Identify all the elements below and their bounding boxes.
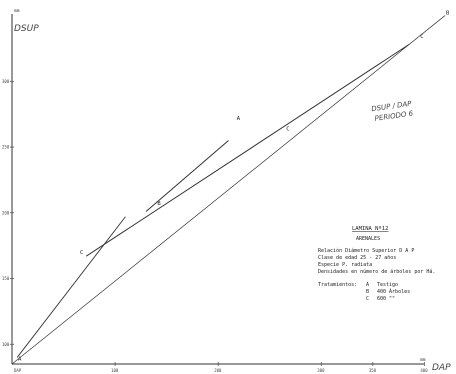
y-tick-label: 100 — [2, 342, 10, 347]
x-unit-label: mm — [420, 358, 426, 363]
x-ticks: DAP 100 200 300 350 400 — [14, 362, 428, 373]
series-line-diagonal — [11, 15, 446, 365]
info-title: LAMINA Nº12 — [352, 225, 388, 232]
treatment-a-desc: Testigo — [377, 282, 398, 288]
treatment-c-desc: 600 "" — [377, 296, 395, 302]
y-ticks: 100 150 200 250 300 — [2, 79, 14, 347]
treatment-b-code: B — [366, 289, 369, 295]
y-tick-label: 250 — [2, 145, 10, 150]
info-line-1: Relación Diámetro Superior D A P — [318, 247, 414, 254]
x-axis-title: DAP — [432, 363, 451, 373]
x-tick-label: DAP — [14, 368, 22, 373]
curve-label: C — [286, 126, 289, 132]
info-location: ARENALES — [356, 236, 380, 242]
y-axis-title: DSUP — [14, 24, 39, 34]
curve-label: A — [237, 116, 241, 122]
curve-label: A — [18, 356, 22, 362]
info-line-2: Clase de edad 25 - 27 años — [318, 255, 396, 261]
info-panel: LAMINA Nº12 ARENALES Relación Diámetro S… — [318, 225, 435, 302]
y-tick-label: 150 — [2, 276, 10, 281]
x-tick-label: 100 — [111, 368, 119, 373]
series-line-a — [16, 216, 126, 358]
treatments-label: Tratamientos: — [318, 282, 357, 288]
curve-label: C — [420, 34, 423, 40]
series-layer — [11, 15, 446, 365]
curve-label: B — [446, 11, 450, 17]
x-tick-label: 400 — [420, 368, 428, 373]
x-tick-label: 200 — [214, 368, 222, 373]
series-line-b — [145, 140, 229, 212]
info-line-3: Especie P. radiata — [318, 262, 372, 268]
curve-label: C — [80, 250, 83, 256]
treatment-c-code: C — [366, 296, 369, 302]
y-tick-label: 200 — [2, 210, 10, 215]
series-line-c — [85, 44, 410, 257]
x-tick-label: 300 — [317, 368, 325, 373]
x-tick-label: 350 — [369, 368, 377, 373]
axes — [11, 14, 424, 365]
y-tick-label: 300 — [2, 79, 10, 84]
handwritten-note: DSUP / DAP PERIODO 6 — [371, 100, 414, 123]
info-line-4: Densidades en número de árboles por Há. — [318, 268, 435, 275]
treatment-b-desc: 400 Árboles — [377, 288, 410, 295]
curve-label: B — [157, 201, 161, 207]
treatment-a-code: A — [366, 282, 369, 288]
y-unit-label: mm — [14, 9, 20, 14]
